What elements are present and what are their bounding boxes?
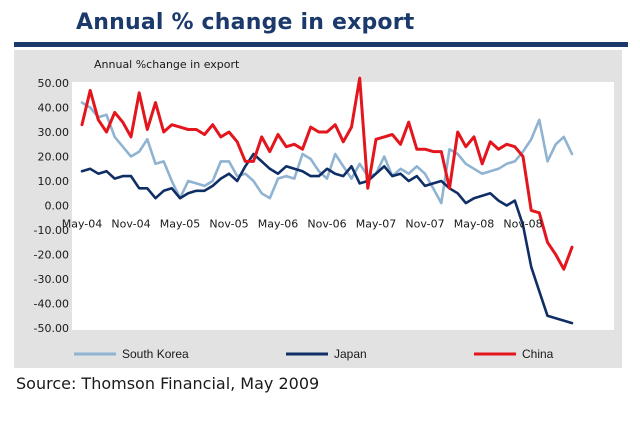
source-note: Source: Thomson Financial, May 2009 <box>16 374 320 393</box>
x-tick-label: Nov-06 <box>307 218 346 231</box>
x-tick-label: Nov-08 <box>503 218 542 231</box>
y-tick-label: -50.00 <box>34 322 69 335</box>
x-tick-label: May-04 <box>62 218 103 231</box>
x-tick-label: May-06 <box>258 218 299 231</box>
y-tick-label: -10.00 <box>34 224 69 237</box>
y-tick-label: -40.00 <box>34 298 69 311</box>
x-axis: May-04 Nov-04 May-05 Nov-05 May-06 Nov-06 May-… <box>62 218 543 231</box>
export-change-chart: Annual %change in export 50.00 40.00 30.00… <box>34 58 614 361</box>
series-lines <box>80 76 574 325</box>
x-tick-label: May-08 <box>454 218 495 231</box>
x-tick-label: Nov-07 <box>405 218 444 231</box>
y-tick-label: 0.00 <box>45 200 70 213</box>
y-axis: 50.00 40.00 30.00 20.00 10.00 0.00 -10.00 -20.0… <box>34 77 69 335</box>
y-tick-label: 50.00 <box>38 77 70 90</box>
x-tick-label: Nov-05 <box>209 218 248 231</box>
legend-label: Japan <box>334 347 367 361</box>
title-rule <box>14 42 628 47</box>
series-line-china <box>80 76 574 271</box>
series-line-south-korea <box>80 101 574 205</box>
x-tick-label: Nov-04 <box>111 218 150 231</box>
x-tick-label: May-07 <box>356 218 397 231</box>
y-tick-label: 10.00 <box>38 175 70 188</box>
x-tick-label: May-05 <box>160 218 201 231</box>
y-tick-label: -20.00 <box>34 249 69 262</box>
legend-label: China <box>522 347 554 361</box>
chart-panel: Annual %change in export 50.00 40.00 30.00… <box>14 50 622 368</box>
y-tick-label: 30.00 <box>38 126 70 139</box>
legend-label: South Korea <box>122 347 189 361</box>
y-tick-label: 40.00 <box>38 102 70 115</box>
series-line-japan <box>80 152 574 325</box>
legend: South Korea Japan China <box>74 347 554 361</box>
chart-title: Annual %change in export <box>94 58 240 71</box>
y-tick-label: -30.00 <box>34 273 69 286</box>
page-title: Annual % change in export <box>76 10 415 35</box>
y-tick-label: 20.00 <box>38 151 70 164</box>
plot-area <box>72 82 614 330</box>
